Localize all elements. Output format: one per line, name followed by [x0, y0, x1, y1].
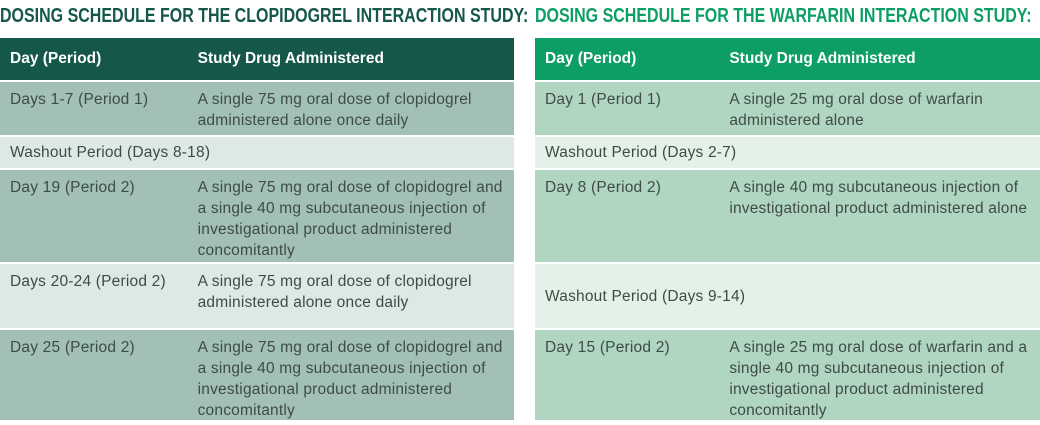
- row-day-cell: Day 8 (Period 2): [545, 179, 662, 196]
- header-cell-day: Day (Period): [10, 50, 102, 67]
- table-row: Day 1 (Period 1) A single 25 mg oral dos…: [535, 82, 1040, 135]
- row-drug-cell: A single 25 mg oral dose of warfarin and…: [729, 339, 1028, 419]
- table-row: Day 8 (Period 2) A single 40 mg subcutan…: [535, 170, 1040, 262]
- table-warfarin: DOSING SCHEDULE FOR THE WARFARIN INTERAC…: [535, 0, 1040, 420]
- row-day-cell: Day 25 (Period 2): [10, 339, 135, 356]
- table-row: Days 20-24 (Period 2) A single 75 mg ora…: [0, 264, 514, 328]
- washout-row: Washout Period (Days 8-18): [0, 137, 514, 168]
- row-drug-cell: A single 25 mg oral dose of warfarin adm…: [729, 91, 983, 129]
- washout-label: Washout Period (Days 8-18): [10, 144, 211, 161]
- row-day-cell: Days 1-7 (Period 1): [10, 91, 149, 108]
- washout-label: Washout Period (Days 9-14): [545, 287, 746, 305]
- header-row: Day (Period) Study Drug Administered: [535, 38, 1040, 80]
- table-row: Day 15 (Period 2) A single 25 mg oral do…: [535, 330, 1040, 420]
- row-drug-cell: A single 75 mg oral dose of clopidogrel …: [197, 91, 472, 129]
- washout-row: Washout Period (Days 2-7): [535, 137, 1040, 168]
- row-day-cell: Day 15 (Period 2): [545, 339, 670, 356]
- table-title-text: DOSING SCHEDULE FOR THE WARFARIN INTERAC…: [535, 4, 1032, 27]
- table-row: Days 1-7 (Period 1) A single 75 mg oral …: [0, 82, 514, 135]
- table-row: Day 25 (Period 2) A single 75 mg oral do…: [0, 330, 514, 420]
- washout-label: Washout Period (Days 2-7): [545, 144, 737, 161]
- table-title-text: DOSING SCHEDULE FOR THE CLOPIDOGREL INTE…: [0, 4, 529, 27]
- header-row: Day (Period) Study Drug Administered: [0, 38, 514, 80]
- row-drug-cell: A single 75 mg oral dose of clopidogrel …: [197, 339, 503, 419]
- row-drug-cell: A single 75 mg oral dose of clopidogrel …: [197, 179, 503, 259]
- header-cell-drug: Study Drug Administered: [197, 50, 384, 67]
- table-title-warfarin: DOSING SCHEDULE FOR THE WARFARIN INTERAC…: [535, 0, 1040, 32]
- table-clopidogrel: DOSING SCHEDULE FOR THE CLOPIDOGREL INTE…: [0, 0, 528, 420]
- row-drug-cell: A single 75 mg oral dose of clopidogrel …: [197, 273, 472, 311]
- washout-row: Washout Period (Days 9-14): [535, 264, 1040, 328]
- row-day-cell: Days 20-24 (Period 2): [10, 273, 166, 290]
- table-row: Day 19 (Period 2) A single 75 mg oral do…: [0, 170, 514, 262]
- header-cell-day: Day (Period): [545, 50, 637, 67]
- header-cell-drug: Study Drug Administered: [729, 50, 916, 67]
- row-drug-cell: A single 40 mg subcutaneous injection of…: [729, 179, 1028, 217]
- row-day-cell: Day 19 (Period 2): [10, 179, 135, 196]
- row-day-cell: Day 1 (Period 1): [545, 91, 662, 108]
- table-title-clopidogrel: DOSING SCHEDULE FOR THE CLOPIDOGREL INTE…: [0, 0, 528, 32]
